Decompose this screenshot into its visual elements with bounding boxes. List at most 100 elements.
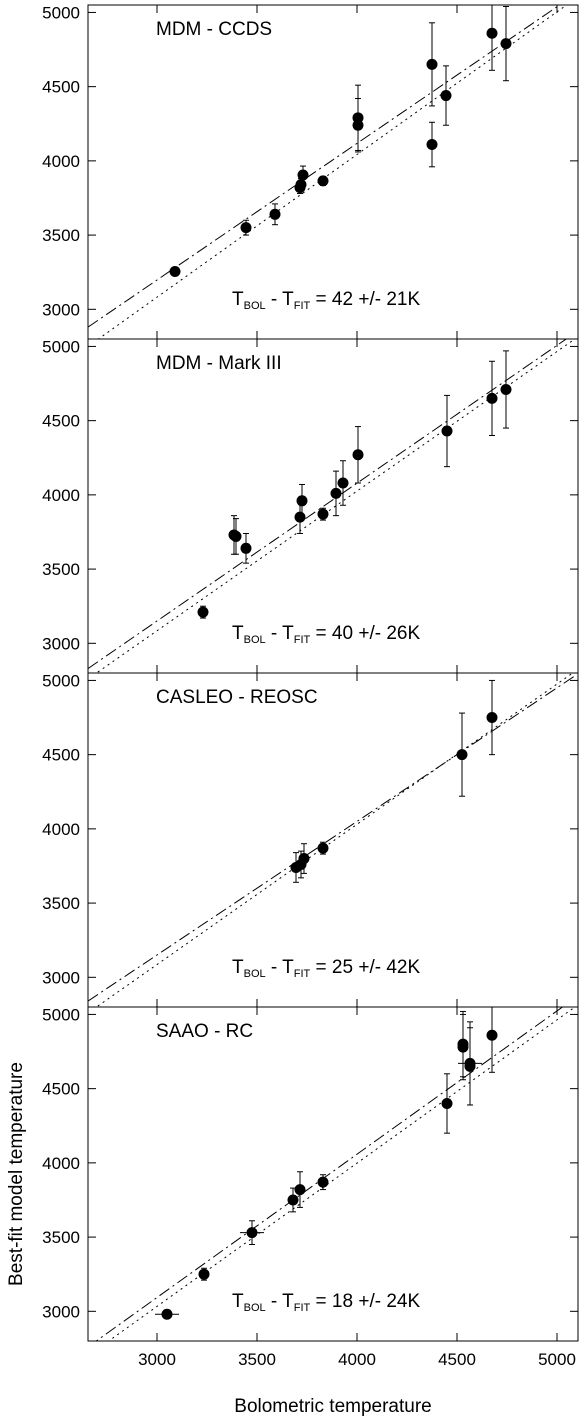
y-tick-label: 3000 [42, 634, 80, 653]
line-dotted [107, 1007, 576, 1341]
y-tick-label: 4500 [42, 1080, 80, 1099]
x-tick-label: 3000 [138, 1350, 176, 1369]
x-tick-label: 5000 [538, 1350, 576, 1369]
line-dashdot [95, 1007, 564, 1341]
point [198, 1268, 210, 1280]
panel-title: CASLEO - REOSC [156, 687, 318, 708]
panel-title: MDM - Mark III [156, 353, 282, 374]
point [295, 179, 307, 191]
annotation: TBOL - TFIT = 40 +/- 26K [232, 623, 420, 646]
y-axis-label: Best-fit model temperature [6, 1062, 27, 1286]
y-tick-label: 4000 [42, 820, 80, 839]
y-tick-label: 3000 [42, 968, 80, 987]
annotation-part: T [232, 957, 244, 978]
y-tick-label: 4500 [42, 746, 80, 765]
annotation-part: - T [266, 623, 295, 644]
y-tick-label: 4000 [42, 486, 80, 505]
plot-area [88, 339, 576, 673]
y-tick-label: 5000 [42, 3, 80, 22]
point [161, 1308, 173, 1320]
annotation-part: T [232, 1291, 244, 1312]
panel-title: MDM - CCDS [156, 19, 272, 40]
annotation-part: = 25 +/- 42K [310, 957, 420, 978]
y-tick-label: 3000 [42, 300, 80, 319]
plot-area [88, 5, 568, 339]
annotation-part: T [232, 623, 244, 644]
point [464, 1060, 476, 1072]
line-dashdot [88, 674, 578, 1002]
annotation-part: = 18 +/- 24K [310, 1291, 420, 1312]
point [197, 606, 209, 618]
point [287, 1194, 299, 1206]
point [269, 208, 281, 220]
point [486, 27, 498, 39]
point [317, 508, 329, 520]
plot-area [95, 1007, 576, 1341]
x-tick-label: 3500 [238, 1350, 276, 1369]
line-dashdot [88, 5, 561, 328]
point [440, 90, 452, 102]
point [456, 749, 468, 761]
point [240, 542, 252, 554]
point [296, 495, 308, 507]
point [330, 487, 342, 499]
point [352, 449, 364, 461]
y-tick-label: 5000 [42, 671, 80, 690]
y-tick-label: 3500 [42, 894, 80, 913]
y-tick-label: 3500 [42, 226, 80, 245]
annotation-part: - T [266, 1291, 295, 1312]
annotation-subscript: FIT [294, 300, 311, 312]
point [169, 265, 181, 277]
annotation-part: = 40 +/- 26K [310, 623, 420, 644]
annotation-part: - T [266, 289, 295, 310]
point [486, 712, 498, 724]
x-tick-label: 4500 [438, 1350, 476, 1369]
annotation-part: T [232, 289, 244, 310]
point [426, 58, 438, 70]
annotation-part: - T [266, 957, 295, 978]
point [317, 1176, 329, 1188]
y-tick-label: 5000 [42, 1005, 80, 1024]
point [486, 392, 498, 404]
y-tick-label: 3500 [42, 1228, 80, 1247]
y-tick-label: 3000 [42, 1302, 80, 1321]
x-tick-label: 4000 [338, 1350, 376, 1369]
plot-area [88, 673, 578, 1007]
annotation-subscript: BOL [244, 1302, 266, 1314]
point [426, 139, 438, 151]
point [294, 1184, 306, 1196]
point [246, 1227, 258, 1239]
point [240, 222, 252, 234]
panel-title: SAAO - RC [156, 1021, 253, 1042]
annotation-subscript: FIT [294, 1302, 311, 1314]
annotation-subscript: FIT [294, 968, 311, 980]
y-tick-label: 4000 [42, 1154, 80, 1173]
annotation: TBOL - TFIT = 18 +/- 24K [232, 1291, 420, 1314]
point [441, 425, 453, 437]
y-tick-label: 3500 [42, 560, 80, 579]
y-tick-label: 5000 [42, 337, 80, 356]
x-axis-label: Bolometric temperature [234, 1396, 431, 1417]
point [486, 1029, 498, 1041]
line-dashdot [88, 339, 568, 669]
point [500, 383, 512, 395]
point [352, 112, 364, 124]
annotation: TBOL - TFIT = 25 +/- 42K [232, 957, 420, 980]
y-tick-label: 4500 [42, 412, 80, 431]
y-tick-label: 4000 [42, 152, 80, 171]
annotation-subscript: BOL [244, 968, 266, 980]
annotation-subscript: FIT [294, 634, 311, 646]
y-tick-label: 4500 [42, 78, 80, 97]
point [441, 1097, 453, 1109]
annotation: TBOL - TFIT = 42 +/- 21K [232, 289, 420, 312]
frame [87, 1006, 579, 1342]
point [298, 853, 310, 865]
point [500, 38, 512, 50]
annotation-subscript: BOL [244, 300, 266, 312]
point [297, 169, 309, 181]
annotation-subscript: BOL [244, 634, 266, 646]
annotation-part: = 42 +/- 21K [310, 289, 420, 310]
point [317, 842, 329, 854]
point [230, 530, 242, 542]
